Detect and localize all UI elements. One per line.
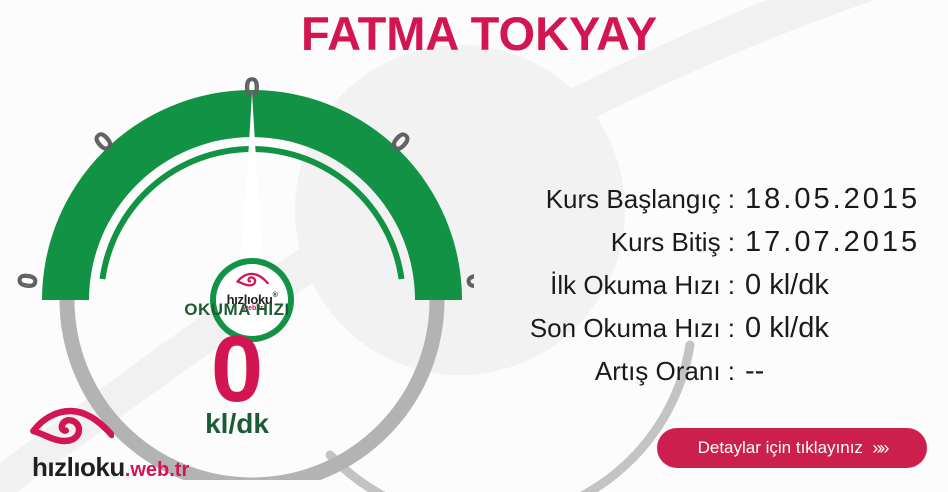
svg-text:0: 0 — [461, 272, 474, 290]
svg-text:0: 0 — [13, 272, 43, 290]
